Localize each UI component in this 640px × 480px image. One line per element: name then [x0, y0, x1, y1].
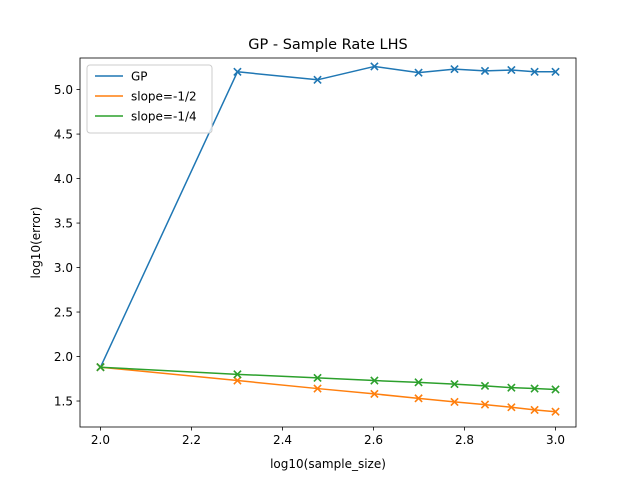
series-line — [100, 366, 556, 391]
data-point — [507, 65, 516, 75]
legend-entry: slope=-1/2 — [131, 89, 197, 103]
data-point — [450, 64, 459, 74]
legend-entry: slope=-1/4 — [131, 109, 197, 123]
x-tick-label: 3.0 — [546, 433, 565, 447]
data-point — [450, 379, 459, 389]
chart-title: GP - Sample Rate LHS — [248, 37, 407, 53]
y-tick-label: 2.0 — [54, 350, 73, 364]
data-point — [233, 67, 242, 76]
series-2 — [96, 363, 560, 394]
data-point — [530, 67, 539, 76]
data-point — [507, 403, 516, 412]
legend: GP slope=-1/2 slope=-1/4 — [86, 64, 213, 134]
data-point — [480, 381, 490, 391]
data-point — [313, 373, 322, 383]
y-tick-label: 3.5 — [54, 216, 73, 230]
x-tick-label: 2.6 — [364, 433, 383, 447]
data-point — [480, 400, 490, 409]
x-axis-label: log10(sample_size) — [270, 457, 386, 471]
data-point — [551, 385, 560, 394]
data-point — [233, 370, 242, 379]
series-line — [99, 65, 556, 368]
series-layer — [96, 62, 560, 416]
x-tick-label: 2.8 — [455, 433, 474, 447]
y-tick-label: 4.0 — [54, 172, 73, 186]
data-point — [480, 66, 490, 76]
legend-entry: GP — [131, 69, 148, 83]
data-point — [530, 384, 539, 393]
data-point — [530, 405, 539, 415]
x-axis: 2.0 2.2 2.4 2.6 2.8 3.0 — [91, 427, 565, 447]
x-tick-label: 2.0 — [91, 433, 110, 447]
data-point — [551, 67, 560, 76]
data-point — [450, 397, 459, 407]
y-tick-label: 5.0 — [54, 83, 73, 97]
data-point — [551, 407, 560, 416]
data-point — [313, 75, 322, 84]
x-tick-label: 2.4 — [273, 433, 292, 447]
data-point — [313, 384, 322, 393]
data-point — [370, 389, 379, 399]
y-axis-label: log10(error) — [29, 207, 43, 279]
y-tick-label: 3.0 — [54, 261, 73, 275]
series-line — [100, 366, 556, 413]
data-point — [414, 378, 423, 387]
data-point — [414, 394, 423, 403]
y-tick-label: 2.5 — [54, 305, 73, 319]
data-point — [96, 363, 105, 372]
data-point — [507, 383, 516, 392]
y-tick-label: 4.5 — [54, 127, 73, 141]
data-point — [233, 376, 242, 385]
y-axis: 1.5 2.0 2.5 3.0 3.5 4.0 4.5 5.0 — [54, 83, 80, 408]
data-point — [370, 376, 379, 385]
y-tick-label: 1.5 — [54, 394, 73, 408]
x-tick-label: 2.2 — [182, 433, 201, 447]
data-point — [414, 68, 423, 77]
data-point — [370, 62, 379, 71]
